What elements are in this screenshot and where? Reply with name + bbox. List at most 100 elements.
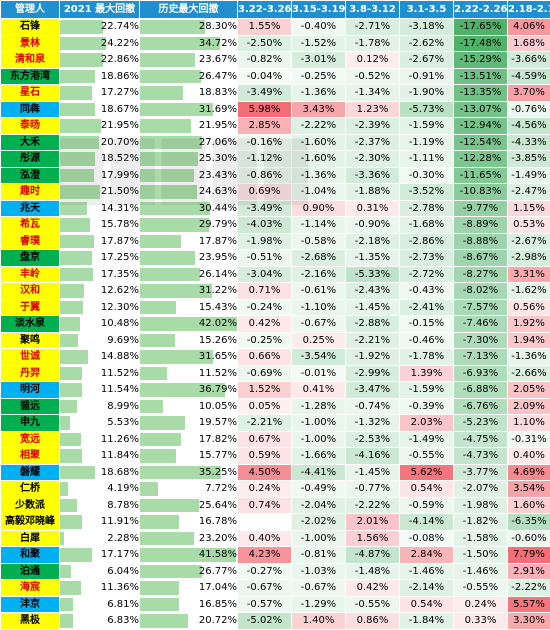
weekly-return-cell: -0.27% — [238, 563, 292, 580]
drawdown-bar — [60, 532, 64, 546]
weekly-return-cell: 2.05% — [508, 382, 550, 399]
drawdown-2021-cell: 9.69% — [60, 332, 140, 349]
drawdown-value: 11.26% — [101, 434, 139, 445]
drawdown-2021-cell: 12.30% — [60, 299, 140, 316]
drawdown-value: 27.06% — [199, 137, 237, 148]
header-week-0315: 3.15-3.19 — [292, 1, 346, 19]
weekly-return-cell: -5.02% — [238, 613, 292, 630]
weekly-return-cell: -2.78% — [400, 200, 454, 217]
drawdown-value: 14.88% — [101, 351, 139, 362]
weekly-return-cell: -0.08% — [400, 530, 454, 547]
weekly-return-cell: -0.39% — [400, 398, 454, 415]
header-week-0222: 2.22-2.26 — [454, 1, 508, 19]
weekly-return-cell: -2.02% — [292, 514, 346, 531]
drawdown-2021-cell: 12.62% — [60, 283, 140, 300]
weekly-return-cell: -2.07% — [454, 481, 508, 498]
drawdown-bar — [60, 449, 82, 463]
weekly-return-cell: 3.30% — [508, 613, 550, 630]
weekly-return-cell: -7.13% — [454, 349, 508, 366]
drawdown-bar — [60, 367, 82, 381]
weekly-return-cell: 0.71% — [238, 283, 292, 300]
weekly-return-cell: -6.35% — [508, 514, 550, 531]
drawdown-bar — [60, 86, 92, 100]
drawdown-bar — [60, 565, 71, 579]
weekly-return-cell: -2.50% — [238, 35, 292, 52]
weekly-return-cell: -0.55% — [346, 596, 400, 613]
drawdown-2021-cell: 18.67% — [60, 101, 140, 118]
weekly-return-cell: 0.54% — [400, 481, 454, 498]
drawdown-bar — [60, 416, 70, 430]
weekly-return-cell: 5.98% — [238, 101, 292, 118]
weekly-return-cell — [238, 514, 292, 531]
weekly-return-cell: 0.74% — [238, 497, 292, 514]
weekly-return-cell: 3.70% — [508, 85, 550, 102]
drawdown-value: 18.86% — [101, 71, 139, 82]
weekly-return-cell: -1.36% — [292, 85, 346, 102]
weekly-return-cell: -1.52% — [292, 35, 346, 52]
drawdown-bar — [140, 235, 181, 249]
drawdown-value: 31.22% — [199, 285, 237, 296]
drawdown-value: 20.70% — [101, 137, 139, 148]
drawdown-history-cell: 15.26% — [140, 332, 238, 349]
manager-name: 泊通 — [1, 563, 60, 580]
weekly-return-cell: -7.46% — [454, 316, 508, 333]
drawdown-bar — [140, 334, 175, 348]
weekly-return-cell: -5.73% — [400, 101, 454, 118]
drawdown-bar — [60, 169, 94, 183]
header-week-0308: 3.8-3.12 — [346, 1, 400, 19]
drawdown-value: 18.52% — [101, 153, 139, 164]
drawdown-history-cell: 36.79% — [140, 382, 238, 399]
weekly-return-cell: -1.84% — [400, 613, 454, 630]
drawdown-value: 15.78% — [101, 219, 139, 230]
drawdown-value: 26.14% — [199, 269, 237, 280]
weekly-return-cell: -0.51% — [238, 250, 292, 267]
drawdown-history-cell: 42.02% — [140, 316, 238, 333]
weekly-return-cell: -1.62% — [508, 283, 550, 300]
weekly-return-cell: -0.55% — [400, 448, 454, 465]
drawdown-value: 17.87% — [199, 236, 237, 247]
weekly-return-cell: -12.94% — [454, 118, 508, 135]
drawdown-value: 5.53% — [107, 417, 139, 428]
weekly-return-cell: -3.52% — [400, 184, 454, 201]
weekly-return-cell: 0.25% — [292, 332, 346, 349]
drawdown-bar — [140, 499, 199, 513]
drawdown-value: 10.48% — [101, 318, 139, 329]
weekly-return-cell: 0.56% — [508, 299, 550, 316]
manager-name: 清和泉 — [1, 52, 60, 69]
weekly-return-cell: -2.98% — [508, 250, 550, 267]
drawdown-bar — [140, 482, 158, 496]
drawdown-2021-cell: 22.86% — [60, 52, 140, 69]
drawdown-history-cell: 25.30% — [140, 151, 238, 168]
weekly-return-cell: -1.78% — [400, 349, 454, 366]
drawdown-2021-cell: 5.53% — [60, 415, 140, 432]
weekly-return-cell: -3.01% — [292, 52, 346, 69]
weekly-return-cell: -0.59% — [400, 497, 454, 514]
weekly-return-cell: -6.88% — [454, 382, 508, 399]
drawdown-bar — [140, 70, 201, 84]
drawdown-bar — [60, 103, 95, 117]
weekly-return-cell: 3.43% — [292, 101, 346, 118]
drawdown-bar — [60, 136, 99, 150]
weekly-return-cell: 1.10% — [508, 415, 550, 432]
weekly-return-cell: -3.18% — [400, 19, 454, 36]
drawdown-bar — [140, 515, 179, 529]
drawdown-history-cell: 31.22% — [140, 283, 238, 300]
drawdown-value: 17.17% — [101, 549, 139, 560]
manager-name: 淡水泉 — [1, 316, 60, 333]
drawdown-2021-cell: 24.22% — [60, 35, 140, 52]
manager-name: 丰岭 — [1, 266, 60, 283]
weekly-return-cell: -1.66% — [292, 448, 346, 465]
weekly-return-cell: -0.25% — [238, 332, 292, 349]
drawdown-2021-cell: 17.27% — [60, 85, 140, 102]
weekly-return-cell: -1.19% — [400, 134, 454, 151]
weekly-return-cell: -0.91% — [400, 68, 454, 85]
weekly-return-cell: -3.66% — [508, 52, 550, 69]
drawdown-history-cell: 41.58% — [140, 547, 238, 564]
drawdown-value: 21.95% — [101, 120, 139, 131]
